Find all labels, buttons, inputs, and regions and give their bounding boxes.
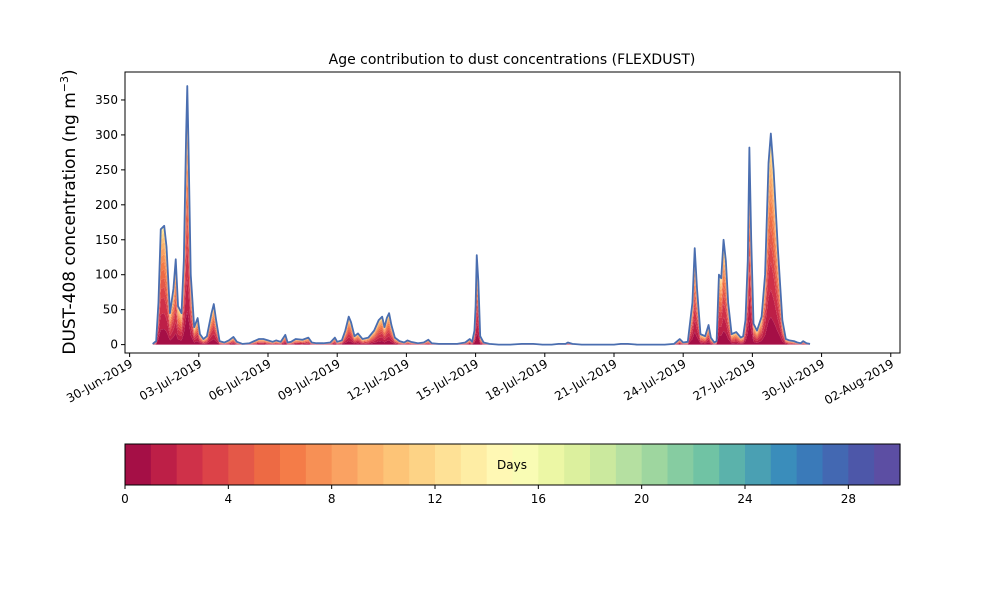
colorbar-tick-label: 20 xyxy=(634,492,649,506)
colorbar-band xyxy=(796,444,824,485)
colorbar-band xyxy=(125,444,152,485)
y-tick-label: 50 xyxy=(103,303,118,317)
colorbar-band xyxy=(564,444,591,485)
colorbar-tick-label: 0 xyxy=(121,492,129,506)
colorbar-tick-label: 24 xyxy=(737,492,752,506)
x-tick-label: 09-Jul-2019 xyxy=(275,356,342,403)
x-tick-label: 06-Jul-2019 xyxy=(206,356,273,403)
age-layer-12-days xyxy=(152,92,811,345)
colorbar-band xyxy=(538,444,565,485)
age-layer-5-days xyxy=(152,181,811,345)
y-axis-label-sup: −3 xyxy=(58,76,71,92)
x-tick-label: 15-Jul-2019 xyxy=(414,356,481,403)
colorbar-band xyxy=(667,444,694,485)
colorbar-band xyxy=(280,444,307,485)
age-layer-14-days xyxy=(152,86,811,345)
age-layer-2-days xyxy=(152,243,811,345)
colorbar-band xyxy=(357,444,384,485)
colorbar-band xyxy=(512,444,539,485)
x-tick-label: 21-Jul-2019 xyxy=(552,356,619,403)
y-axis-label-close: ) xyxy=(60,69,80,76)
total-concentration-line xyxy=(152,85,811,346)
colorbar-frame xyxy=(124,443,901,486)
colorbar-band xyxy=(848,444,875,485)
colorbar-band xyxy=(822,444,849,485)
age-layer-8-days xyxy=(152,133,811,345)
y-tick-label: 100 xyxy=(95,268,118,282)
colorbar-band xyxy=(409,444,436,485)
colorbar-band xyxy=(331,444,359,485)
x-tick-label: 27-Jul-2019 xyxy=(691,356,758,403)
y-tick-label: 200 xyxy=(95,198,118,212)
x-tick-label: 30-Jul-2019 xyxy=(760,356,827,403)
age-layer-9-days xyxy=(152,121,811,345)
colorbar-tick-label: 16 xyxy=(531,492,546,506)
colorbar-band xyxy=(719,444,746,485)
age-layer-1-days xyxy=(152,277,811,345)
y-tick-label: 350 xyxy=(95,93,118,107)
x-axis: 30-Jun-2019 03-Jul-2019 06-Jul-2019 09-Jul-… xyxy=(64,353,896,407)
colorbar-band xyxy=(305,444,333,485)
plot-frame xyxy=(124,71,901,354)
colorbar-band xyxy=(150,444,178,485)
x-tick-label: 03-Jul-2019 xyxy=(137,356,204,403)
colorbar-band xyxy=(693,444,720,485)
age-layer-3-days xyxy=(152,221,811,345)
colorbar-band xyxy=(874,444,901,485)
age-layer-6-days xyxy=(152,164,811,345)
colorbar-band xyxy=(590,444,617,485)
y-axis-label-main: DUST-408 concentration (ng m xyxy=(60,92,80,354)
colorbar-tick-label: 4 xyxy=(225,492,233,506)
colorbar-band xyxy=(770,444,798,485)
colorbar-band xyxy=(641,444,669,485)
age-layer-10-days xyxy=(152,109,811,345)
colorbar-label: Days xyxy=(497,458,527,472)
colorbar-tick-label: 12 xyxy=(427,492,442,506)
x-tick-label: 02-Aug-2019 xyxy=(822,356,896,407)
colorbar-band xyxy=(460,444,488,485)
y-tick-label: 250 xyxy=(95,163,118,177)
y-axis: 0 50 100 150 200 250 300 350 xyxy=(95,93,125,352)
colorbar: Days 0 4 8 12 16 20 24 28 xyxy=(121,443,901,506)
colorbar-band xyxy=(615,444,643,485)
svg-text:DUST-408 concentration (ng m−3: DUST-408 concentration (ng m−3) xyxy=(58,69,80,354)
plot-area xyxy=(152,85,811,346)
colorbar-band xyxy=(176,444,204,485)
colorbar-band xyxy=(486,444,514,485)
colorbar-ticks: 0 4 8 12 16 20 24 28 xyxy=(121,485,856,506)
age-layer-7-days xyxy=(152,148,811,345)
x-tick-label: 24-Jul-2019 xyxy=(621,356,688,403)
colorbar-tick-label: 28 xyxy=(841,492,856,506)
x-tick-label: 12-Jul-2019 xyxy=(345,356,412,403)
colorbar-band xyxy=(228,444,255,485)
age-layer-4-days xyxy=(152,200,811,345)
y-tick-label: 300 xyxy=(95,128,118,142)
y-tick-label: 0 xyxy=(110,338,118,352)
colorbar-band xyxy=(745,444,772,485)
y-axis-label: DUST-408 concentration (ng m−3) xyxy=(58,69,80,354)
colorbar-band xyxy=(254,444,281,485)
x-tick-label: 30-Jun-2019 xyxy=(64,356,135,405)
age-layer-15-days xyxy=(152,85,811,345)
age-layer-13-days xyxy=(152,86,811,345)
colorbar-band xyxy=(435,444,462,485)
x-tick-label: 18-Jul-2019 xyxy=(483,356,550,403)
colorbar-bands xyxy=(125,444,901,485)
colorbar-band xyxy=(383,444,410,485)
colorbar-tick-label: 8 xyxy=(328,492,336,506)
y-tick-label: 150 xyxy=(95,233,118,247)
chart-title: Age contribution to dust concentrations … xyxy=(329,52,696,68)
colorbar-band xyxy=(202,444,229,485)
age-layer-11-days xyxy=(152,100,811,345)
age-layers xyxy=(152,85,811,345)
